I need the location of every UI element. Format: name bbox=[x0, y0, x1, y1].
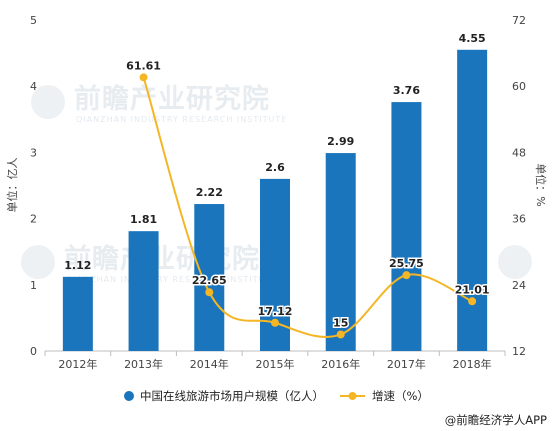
y-right-tick-label: 36 bbox=[512, 213, 526, 226]
watermark-logo-icon bbox=[498, 245, 532, 279]
bar-data-label: 2.99 bbox=[327, 135, 354, 148]
watermark-middle: 前瞻产业研究院 QIANZHAN INDUSTRY RESEARCH INSTI… bbox=[21, 243, 277, 284]
y-left-axis-title: 单位：亿人 bbox=[5, 158, 19, 213]
bar bbox=[62, 276, 93, 351]
watermark-subtext: QIANZHAN INDUSTRY RESEARCH INSTITUTE bbox=[66, 275, 277, 284]
y-left-tick-label: 2 bbox=[30, 213, 37, 226]
line-point bbox=[205, 288, 214, 297]
legend: 中国在线旅游市场用户规模（亿人） 增速（%） bbox=[124, 389, 429, 403]
x-tick-label: 2012年 bbox=[58, 357, 97, 371]
data-labels: 1.12 1.81 2.22 2.6 2.99 3.76 4.55 61.61 22.65 17.… bbox=[64, 32, 491, 331]
y-left-tick-label: 1 bbox=[30, 279, 37, 292]
x-tick-label: 2016年 bbox=[321, 357, 360, 371]
line-point bbox=[468, 297, 477, 306]
bar-data-label: 4.55 bbox=[459, 32, 486, 45]
line-series bbox=[139, 73, 477, 339]
line-data-label: 21.01 bbox=[455, 283, 490, 296]
bar-series bbox=[62, 49, 488, 351]
line-data-label: 17.12 bbox=[258, 305, 293, 318]
y-left-tick-label: 4 bbox=[30, 80, 37, 93]
legend-line-dot bbox=[348, 392, 357, 400]
bar-data-label: 1.12 bbox=[64, 259, 91, 272]
line-point bbox=[271, 318, 279, 327]
y-left-tick-label: 0 bbox=[30, 345, 37, 358]
line-data-label: 22.65 bbox=[192, 274, 227, 287]
line-data-label: 15 bbox=[333, 316, 348, 329]
y-left-tick-label: 3 bbox=[30, 146, 37, 159]
watermark-logo-icon bbox=[21, 245, 55, 279]
bar-data-label: 2.22 bbox=[196, 186, 223, 199]
watermark-text: 前瞻产业研究院 bbox=[74, 83, 270, 115]
y-right-tick-label: 24 bbox=[512, 279, 526, 292]
watermark-right bbox=[498, 245, 532, 279]
bar-data-label: 2.6 bbox=[265, 161, 285, 174]
y-left-tick-label: 5 bbox=[30, 14, 37, 27]
legend-bar-marker bbox=[124, 391, 134, 401]
bar-data-label: 3.76 bbox=[393, 84, 420, 97]
legend-bar-label: 中国在线旅游市场用户规模（亿人） bbox=[140, 389, 324, 403]
x-tick-label: 2014年 bbox=[190, 357, 229, 371]
x-tick-label: 2018年 bbox=[453, 357, 492, 371]
bar bbox=[325, 153, 356, 351]
x-tick-label: 2013年 bbox=[124, 357, 163, 371]
line-point bbox=[336, 330, 345, 339]
y-right-axis-title: 单位：% bbox=[534, 163, 548, 206]
legend-line-label: 增速（%） bbox=[372, 389, 429, 403]
line-point bbox=[402, 271, 411, 280]
y-right-tick-label: 60 bbox=[512, 80, 526, 93]
line-data-label: 25.75 bbox=[389, 257, 424, 270]
bar bbox=[128, 231, 159, 351]
x-tick-label: 2015年 bbox=[256, 357, 295, 371]
line-data-label: 61.61 bbox=[126, 59, 161, 72]
y-right-tick-label: 72 bbox=[512, 14, 526, 27]
bar bbox=[457, 49, 488, 351]
y-right-tick-label: 12 bbox=[512, 345, 526, 358]
bar-data-label: 1.81 bbox=[130, 213, 157, 226]
y-right-tick-label: 48 bbox=[512, 146, 526, 159]
bar bbox=[391, 102, 422, 351]
bar bbox=[194, 204, 225, 351]
source-label: @前瞻经济学人APP bbox=[445, 413, 547, 427]
watermark-text: 前瞻产业研究院 bbox=[64, 243, 260, 275]
watermark-logo-icon bbox=[31, 85, 65, 119]
watermark-top: 前瞻产业研究院 QIANZHAN INDUSTRY RESEARCH INSTI… bbox=[31, 83, 287, 124]
watermark-subtext: QIANZHAN INDUSTRY RESEARCH INSTITUTE bbox=[76, 115, 287, 124]
x-tick-label: 2017年 bbox=[387, 357, 426, 371]
line-point bbox=[139, 73, 148, 82]
